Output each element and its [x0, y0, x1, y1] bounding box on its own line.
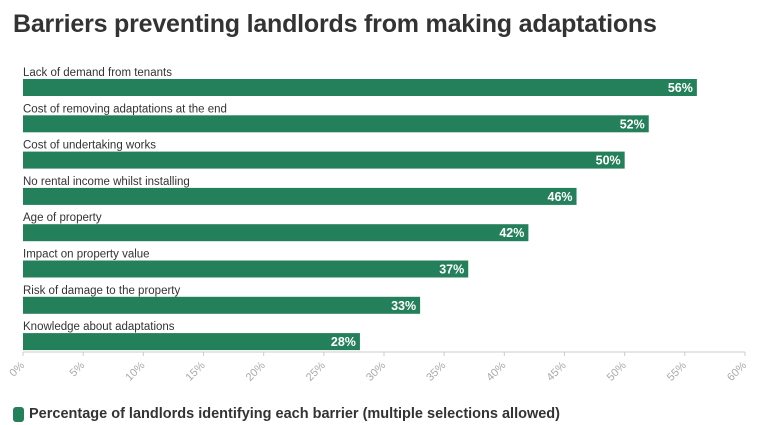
legend-label: Percentage of landlords identifying each… [29, 406, 560, 422]
bar [23, 187, 577, 205]
bar [23, 333, 360, 351]
data-label: 33% [391, 299, 416, 313]
x-tick-label: 25% [304, 359, 328, 383]
category-label: Lack of demand from tenants [23, 67, 172, 79]
x-tick-label: 35% [424, 359, 448, 383]
category-label: Impact on property value [23, 249, 150, 261]
x-tick-label: 40% [484, 359, 508, 383]
data-label: 52% [620, 117, 645, 131]
bar [23, 115, 649, 133]
x-tick-label: 55% [665, 359, 689, 383]
data-label: 42% [499, 226, 524, 240]
bar [23, 151, 625, 169]
bar-chart: Lack of demand from tenants 56% Cost of re… [7, 67, 749, 384]
bar [23, 260, 469, 278]
data-label: 46% [548, 190, 573, 204]
category-label: Age of property [23, 212, 102, 224]
chart-title: Barriers preventing landlords from makin… [13, 10, 657, 38]
x-tick-label: 10% [123, 359, 147, 383]
data-label: 28% [331, 335, 356, 349]
legend: Percentage of landlords identifying each… [13, 406, 560, 422]
category-label: Risk of damage to the property [23, 285, 180, 297]
bar [23, 79, 697, 96]
legend-swatch [13, 406, 24, 422]
x-tick-label: 5% [68, 359, 88, 379]
x-tick-label: 45% [545, 359, 569, 383]
bar [23, 224, 529, 242]
category-label: Knowledge about adaptations [23, 321, 175, 333]
x-tick-label: 60% [725, 359, 749, 383]
data-label: 56% [668, 81, 693, 95]
data-label: 50% [596, 154, 621, 168]
x-tick-label: 30% [364, 359, 388, 383]
x-tick-label: 15% [184, 359, 208, 383]
category-label: Cost of removing adaptations at the end [23, 103, 227, 115]
x-tick-label: 0% [7, 359, 27, 379]
bar [23, 296, 421, 314]
x-tick-label: 20% [244, 359, 268, 383]
x-tick-label: 50% [605, 359, 629, 383]
category-label: No rental income whilst installing [23, 176, 190, 188]
category-label: Cost of undertaking works [23, 140, 156, 152]
data-label: 37% [439, 263, 464, 277]
